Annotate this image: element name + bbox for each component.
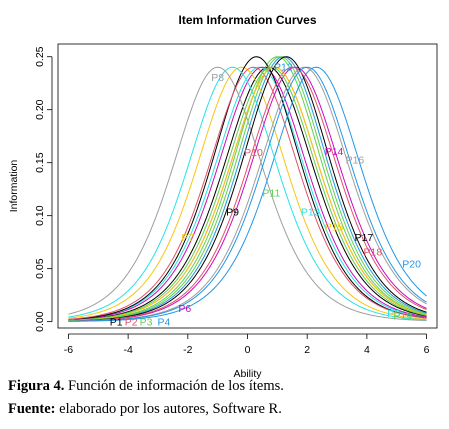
x-tick-label: 6 <box>424 344 430 356</box>
series-label-p15: P15 <box>325 221 344 233</box>
series-label-p16: P16 <box>346 155 365 167</box>
series-line-p9 <box>68 56 427 321</box>
series-label-p4: P4 <box>158 317 171 329</box>
figure-caption: Figura 4. Función de información de los … <box>8 378 444 395</box>
series-line-p17 <box>68 56 427 322</box>
series-line-p20 <box>68 66 427 322</box>
x-tick-label: -6 <box>64 344 73 356</box>
series-line-p13 <box>68 66 427 321</box>
series-label-p5: P5 <box>387 308 400 320</box>
x-axis-label: Ability <box>233 368 262 380</box>
x-tick-label: 0 <box>245 344 251 356</box>
x-tick-label: 2 <box>304 344 310 356</box>
series-line-p16 <box>68 66 427 322</box>
y-tick-label: 0.00 <box>34 311 46 332</box>
series-line-p1 <box>68 66 427 321</box>
x-tick-label: -4 <box>123 344 132 356</box>
series-line-p5 <box>68 66 427 321</box>
series-line-p12 <box>68 66 427 322</box>
series-label-p1: P1 <box>110 317 123 329</box>
y-tick-label: 0.25 <box>34 46 46 67</box>
figure-caption-text: Función de información de los ítems. <box>64 378 284 394</box>
source-caption-label: Fuente: <box>8 401 56 417</box>
y-tick-label: 0.05 <box>34 258 46 279</box>
series-label-p10: P10 <box>244 147 263 159</box>
source-caption-text: elaborado por los autores, Software R. <box>55 401 282 417</box>
x-tick-label: 4 <box>364 344 370 356</box>
figure-caption-label: Figura 4. <box>8 378 65 394</box>
x-tick-label: -2 <box>183 344 192 356</box>
y-tick-label: 0.20 <box>34 99 46 120</box>
series-line-p14 <box>68 66 427 322</box>
series-line-p8 <box>68 66 427 322</box>
series-line-p4 <box>68 56 427 322</box>
series-line-p15 <box>68 66 427 321</box>
series-line-p11 <box>68 56 427 322</box>
item-information-chart: Item Information Curves -6 -4 -2 0 2 4 6 Ability… <box>8 13 438 380</box>
plot-frame <box>57 43 438 329</box>
series-line-p10 <box>68 66 427 320</box>
series-label-p18: P18 <box>363 247 382 259</box>
series-line-p18 <box>68 66 427 322</box>
series-label-p13: P13 <box>301 206 320 218</box>
series-label-p9: P9 <box>226 206 239 218</box>
series-line-p3 <box>68 56 427 322</box>
series-label-p19: P19 <box>393 310 412 322</box>
y-tick-label: 0.15 <box>34 152 46 173</box>
series-label-p6: P6 <box>178 303 191 315</box>
source-caption: Fuente: elaborado por los autores, Softw… <box>8 401 444 418</box>
y-axis-label: Information <box>8 160 20 213</box>
series-label-p12: P12 <box>274 61 293 73</box>
chart-title: Item Information Curves <box>178 13 316 27</box>
series-label-p20: P20 <box>402 258 421 270</box>
series-label-p3: P3 <box>140 317 153 329</box>
series-line-p19 <box>68 66 427 321</box>
series-label-p14: P14 <box>325 146 344 158</box>
series-label-p17: P17 <box>355 232 374 244</box>
series-label-p11: P11 <box>262 187 280 199</box>
series-label-p7: P7 <box>181 232 194 244</box>
series-label-p2: P2 <box>125 317 138 329</box>
series-label-p8: P8 <box>211 72 224 84</box>
y-tick-label: 0.10 <box>34 205 46 226</box>
chart-area: Item Information Curves -6 -4 -2 0 2 4 6 Ability… <box>8 13 438 380</box>
